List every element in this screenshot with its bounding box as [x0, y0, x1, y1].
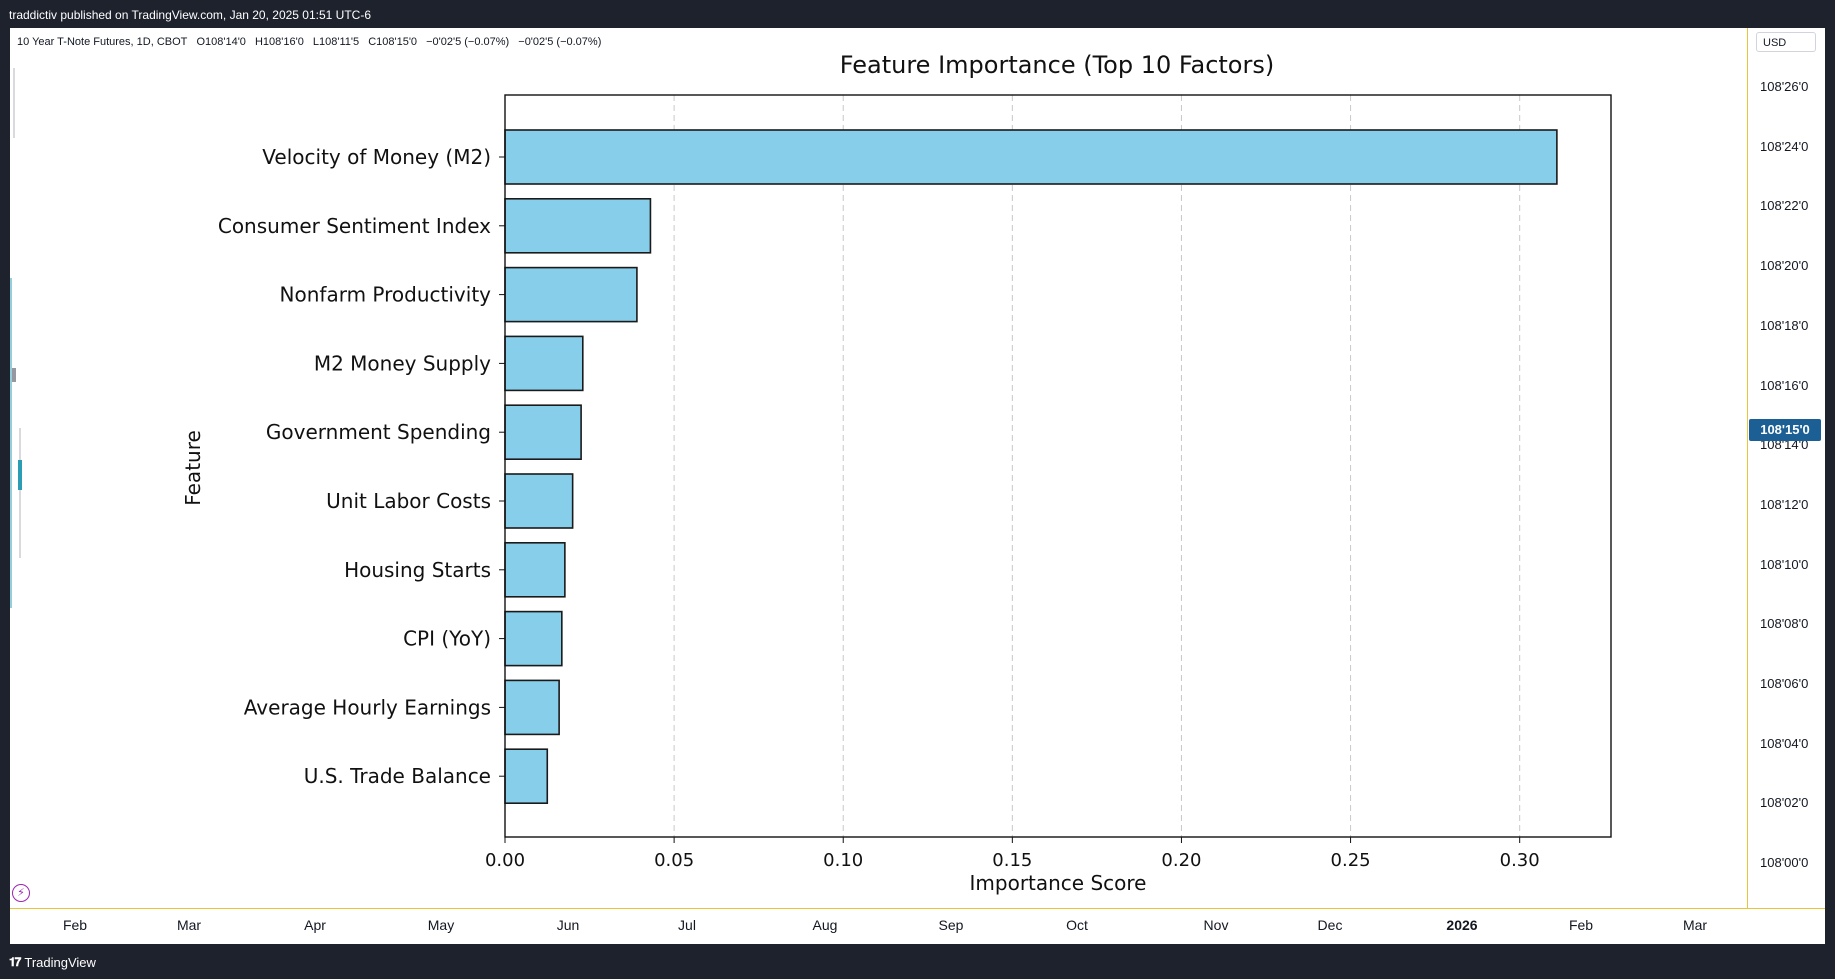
price-tick: 108'18'0 — [1760, 317, 1809, 333]
bars-layer — [504, 129, 1558, 805]
time-tick: Nov — [1203, 917, 1229, 933]
x-axis-label: Importance Score — [970, 871, 1147, 895]
time-axis[interactable]: Feb Mar Apr May Jun Jul Aug Sep Oct Nov Dec 2026 Feb… — [10, 908, 1825, 945]
time-tick: 2026 — [1446, 917, 1478, 933]
x-tick-label: 0.30 — [1500, 850, 1540, 871]
ohlc-change-2: −0'02'5 (−0.07%) — [518, 36, 602, 48]
ohlc-close: C108'15'0 — [368, 36, 418, 48]
bar — [504, 473, 574, 529]
time-tick: Sep — [938, 917, 964, 933]
price-tick: 108'16'0 — [1760, 377, 1809, 393]
brand-label: TradingView — [24, 955, 96, 970]
x-tick-label: 0.20 — [1161, 850, 1201, 871]
price-tick: 108'10'0 — [1760, 556, 1809, 572]
price-tick: 108'20'0 — [1760, 258, 1809, 274]
y-tick-labels: Velocity of Money (M2) Consumer Sentiment… — [218, 145, 505, 788]
ohlc-change: −0'02'5 (−0.07%) — [426, 36, 510, 48]
time-tick: Jul — [678, 917, 696, 933]
price-tick: 108'04'0 — [1760, 735, 1809, 751]
currency-selector[interactable]: USD — [1756, 32, 1816, 52]
x-tick-label: 0.05 — [654, 850, 694, 871]
x-tick-label: 0.25 — [1331, 850, 1371, 871]
lightning-icon[interactable]: ⚡ — [12, 884, 30, 902]
y-tick-label: Average Hourly Earnings — [244, 695, 491, 719]
top-bar: traddictiv published on TradingView.com,… — [0, 0, 1835, 28]
price-tick: 108'24'0 — [1760, 138, 1809, 154]
price-tick: 108'08'0 — [1760, 616, 1809, 632]
y-tick-label: Unit Labor Costs — [326, 489, 491, 513]
y-tick-label: CPI (YoY) — [403, 627, 491, 651]
bottom-bar: 𝟏𝟕 TradingView — [0, 944, 1835, 979]
grid-layer — [673, 95, 1521, 837]
tradingview-logo-icon: 𝟏𝟕 — [9, 955, 21, 969]
feature-importance-chart: Feature Importance (Top 10 Factors) Velo… — [181, 51, 1612, 895]
bar — [504, 404, 582, 461]
y-tick-label: M2 Money Supply — [314, 351, 491, 375]
price-tick: 108'02'0 — [1760, 795, 1809, 811]
y-tick-label: Velocity of Money (M2) — [262, 145, 491, 169]
price-tick: 108'00'0 — [1760, 855, 1809, 871]
y-tick-label: U.S. Trade Balance — [304, 764, 491, 788]
bar — [504, 610, 563, 667]
time-tick: Mar — [176, 917, 202, 933]
bar — [504, 198, 652, 254]
bar — [504, 129, 1558, 185]
ohlc-low: L108'11'5 — [312, 36, 360, 48]
x-tick-labels: 0.00 0.05 0.10 0.15 0.20 0.25 0.30 — [485, 837, 1540, 871]
chart-panel[interactable]: 10 Year T-Note Futures, 1D, CBOT O108'14… — [10, 28, 1825, 944]
price-tick: 108'06'0 — [1760, 676, 1809, 691]
time-tick: May — [427, 917, 455, 933]
y-axis-label: Feature — [181, 430, 205, 506]
x-tick-label: 0.15 — [992, 850, 1032, 871]
time-tick: Jun — [556, 917, 580, 933]
x-tick-label: 0.10 — [823, 850, 863, 871]
bar — [504, 335, 584, 392]
y-tick-label: Housing Starts — [344, 558, 491, 582]
time-tick: Mar — [1682, 917, 1708, 933]
y-tick-label: Government Spending — [266, 420, 491, 444]
symbol-name[interactable]: 10 Year T-Note Futures, 1D, CBOT — [17, 36, 188, 48]
price-axis[interactable]: USD 108'26'0 108'24'0 108'22'0 108'20'0 108'… — [1747, 28, 1826, 908]
time-tick: Apr — [304, 917, 326, 933]
price-tick: 108'26'0 — [1760, 79, 1809, 94]
ohlc-open: O108'14'0 — [196, 36, 246, 48]
plot-frame — [504, 94, 1612, 838]
time-tick: Aug — [812, 917, 838, 933]
brand[interactable]: 𝟏𝟕 TradingView — [9, 955, 96, 970]
y-tick-label: Consumer Sentiment Index — [218, 214, 491, 238]
price-tick: 108'12'0 — [1760, 496, 1809, 512]
time-tick: Feb — [62, 917, 88, 933]
y-tick-label: Nonfarm Productivity — [280, 283, 492, 307]
price-tick: 108'22'0 — [1760, 198, 1809, 214]
mini-candles — [10, 68, 22, 608]
x-tick-label: 0.00 — [485, 850, 525, 871]
bar — [504, 541, 566, 598]
bar — [504, 679, 560, 736]
symbol-legend: 10 Year T-Note Futures, 1D, CBOT O108'14… — [17, 36, 607, 48]
publisher-line: traddictiv published on TradingView.com,… — [9, 8, 371, 22]
time-tick: Feb — [1568, 917, 1594, 933]
chart-title: Feature Importance (Top 10 Factors) — [840, 51, 1274, 79]
bar — [504, 748, 549, 805]
bar — [504, 266, 638, 323]
main-plot-area[interactable]: 10 Year T-Note Futures, 1D, CBOT O108'14… — [10, 28, 1747, 908]
current-price-label: 108'15'0 — [1749, 419, 1821, 441]
time-tick: Oct — [1066, 917, 1088, 933]
ohlc-high: H108'16'0 — [254, 36, 304, 48]
time-tick: Dec — [1317, 917, 1343, 933]
